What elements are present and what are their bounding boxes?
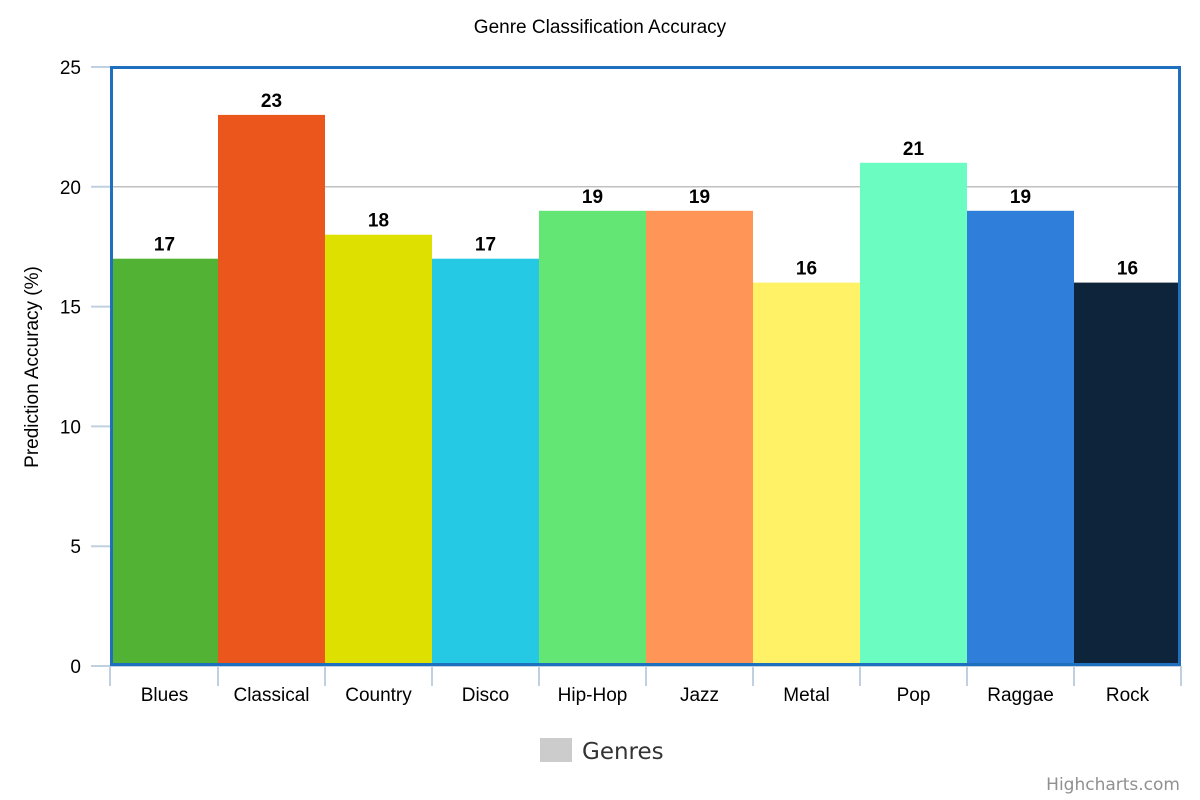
x-tick-label: Pop <box>897 685 931 706</box>
x-tick-label: Jazz <box>680 685 719 706</box>
x-axis-ticks: Blues Classical Country Disco Hip-Hop Jazz Met… <box>109 665 1182 706</box>
x-tick-label: Metal <box>783 685 829 706</box>
x-tick-label: Classical <box>233 685 309 706</box>
data-label: 16 <box>796 259 817 280</box>
data-label: 18 <box>368 211 389 232</box>
x-tick-label: Hip-Hop <box>558 685 628 706</box>
x-tick-label: Raggae <box>987 685 1054 706</box>
x-tick-label: Rock <box>1106 685 1150 706</box>
bar-jazz[interactable] <box>646 210 753 667</box>
bar-raggae[interactable] <box>967 210 1074 667</box>
data-label: 23 <box>261 91 282 112</box>
y-tick-label: 15 <box>60 298 81 319</box>
legend-swatch[interactable] <box>540 738 572 762</box>
bar-hip-hop[interactable] <box>539 210 646 667</box>
bar-metal[interactable] <box>753 282 860 666</box>
y-axis-ticks: 0 5 10 15 20 25 <box>60 58 111 678</box>
data-label: 16 <box>1117 259 1138 280</box>
data-label: 19 <box>1010 187 1031 208</box>
bars <box>111 114 1181 667</box>
data-label: 17 <box>475 235 496 256</box>
y-tick-label: 25 <box>60 58 81 79</box>
data-label: 19 <box>582 187 603 208</box>
y-tick-label: 10 <box>60 417 81 438</box>
legend-label[interactable]: Genres <box>582 739 664 765</box>
data-label: 21 <box>903 139 925 160</box>
y-axis-title: Prediction Accuracy (%) <box>22 266 43 468</box>
x-tick-label: Blues <box>141 685 189 706</box>
bar-classical[interactable] <box>218 114 325 666</box>
y-tick-label: 0 <box>70 657 81 678</box>
y-tick-label: 20 <box>60 178 81 199</box>
data-labels: 17 23 18 17 19 19 16 21 19 16 <box>154 91 1138 280</box>
plot-border <box>110 66 1181 666</box>
chart-title: Genre Classification Accuracy <box>474 17 727 38</box>
x-tick-label: Country <box>345 685 412 706</box>
bar-disco[interactable] <box>432 258 539 666</box>
x-tick-label: Disco <box>462 685 510 706</box>
bar-country[interactable] <box>325 234 432 666</box>
bar-pop[interactable] <box>860 162 967 667</box>
y-tick-label: 5 <box>70 537 81 558</box>
legend[interactable]: Genres <box>540 738 664 765</box>
bar-blues[interactable] <box>111 258 218 666</box>
bar-rock[interactable] <box>1074 282 1181 666</box>
data-label: 17 <box>154 235 175 256</box>
credits-link[interactable]: Highcharts.com <box>1046 775 1180 795</box>
data-label: 19 <box>689 187 710 208</box>
